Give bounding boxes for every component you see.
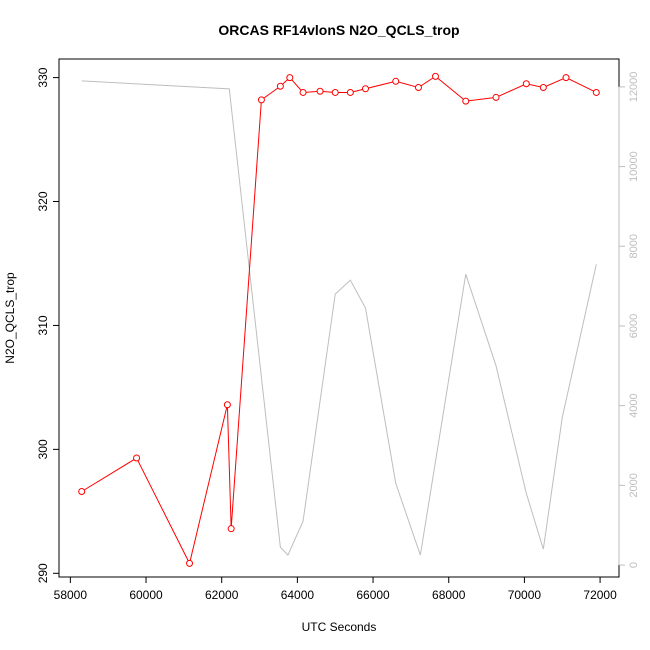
data-point [316, 87, 324, 95]
x-axis-label: UTC Seconds [302, 620, 377, 634]
data-point [522, 80, 530, 88]
x-tick-label: 60000 [129, 588, 163, 602]
series-left [78, 72, 600, 567]
data-point [133, 454, 141, 462]
y-right-tick-label: 4000 [628, 393, 640, 417]
x-tick-label: 58000 [54, 588, 88, 602]
y-tick-label: 330 [36, 67, 50, 87]
data-point [562, 74, 570, 82]
data-point [539, 84, 547, 92]
series-line [81, 80, 597, 556]
data-point [431, 72, 439, 80]
series-line [81, 75, 597, 565]
y-axis-left: 290 300 310 320 330 [36, 67, 60, 583]
data-point [346, 88, 354, 96]
data-point [414, 84, 422, 92]
plot-area [58, 58, 620, 578]
y-tick-label: 310 [36, 315, 50, 335]
chart-title: ORCAS RF14vlonS N2O_QCLS_trop [218, 22, 459, 38]
data-point [592, 88, 600, 96]
data-point [227, 525, 235, 533]
data-point [361, 85, 369, 93]
x-tick-label: 72000 [583, 588, 617, 602]
x-tick-label: 68000 [432, 588, 466, 602]
y-right-tick-label: 0 [628, 562, 640, 568]
y-right-tick-label: 10000 [628, 151, 640, 182]
y-tick-label: 290 [36, 563, 50, 583]
data-point [331, 88, 339, 96]
x-tick-label: 70000 [508, 588, 542, 602]
series-right [81, 80, 597, 556]
data-point [286, 74, 294, 82]
data-point [462, 97, 470, 105]
series-layer [78, 72, 600, 567]
data-point [257, 96, 265, 104]
y-axis-right: 0 2000 4000 6000 8000 10000 12000 [618, 72, 640, 568]
data-point [223, 401, 231, 409]
x-tick-label: 62000 [205, 588, 239, 602]
data-point [392, 77, 400, 85]
y-tick-label: 320 [36, 191, 50, 211]
y-axis-label: N2O_QCLS_trop [3, 272, 17, 364]
x-tick-label: 66000 [356, 588, 390, 602]
data-point [299, 88, 307, 96]
data-point [78, 487, 86, 495]
y-right-tick-label: 2000 [628, 473, 640, 497]
x-tick-label: 64000 [281, 588, 315, 602]
y-right-tick-label: 12000 [628, 72, 640, 103]
data-point [492, 93, 500, 101]
y-right-tick-label: 8000 [628, 234, 640, 258]
y-tick-label: 300 [36, 439, 50, 459]
data-point [186, 559, 194, 567]
x-axis: 58000 60000 62000 64000 66000 68000 70000 72000 [54, 576, 617, 602]
data-point [276, 82, 284, 90]
y-right-tick-label: 6000 [628, 314, 640, 338]
